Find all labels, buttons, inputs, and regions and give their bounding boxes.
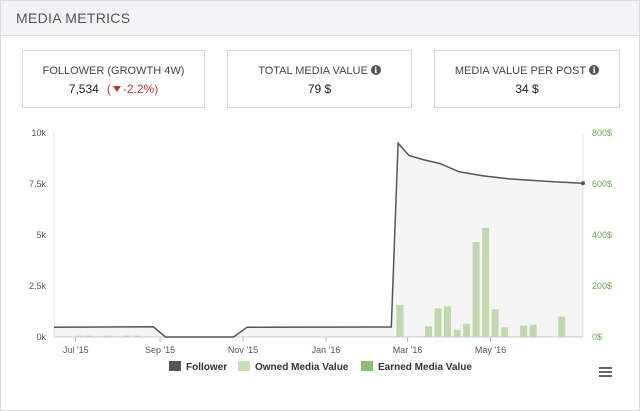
media-value-per-post-card: MEDIA VALUE PER POST i 34 $: [434, 50, 620, 108]
owned-media-bar: [75, 335, 83, 337]
follower-line: [53, 141, 584, 338]
follower-area: [54, 143, 583, 337]
owned-media-bar: [453, 329, 461, 337]
owned-media-bar: [434, 308, 442, 337]
y-right-tick-label: 200$: [592, 281, 612, 291]
y-right-tick-label: 0$: [592, 332, 602, 342]
owned-media-bar: [520, 325, 528, 337]
legend-earned-media-value-label: Earned Media Value: [378, 362, 472, 373]
media-metrics-chart: 0k 2.5k 5k 7.5k 10k 0$ 200$ 400$ 600$ 800$ Jul '15…: [29, 128, 612, 373]
owned-media-bar: [132, 335, 140, 337]
legend-follower-label: Follower: [186, 362, 227, 373]
growth-value: -2.2%: [122, 82, 155, 96]
total-media-value-card: TOTAL MEDIA VALUE i 79 $: [227, 50, 412, 108]
owned-media-bar: [396, 305, 404, 337]
y-left-tick-label: 5k: [36, 230, 46, 240]
total-media-value: 79 $: [307, 82, 332, 96]
x-tick-label: Sep '15: [145, 345, 175, 355]
hamburger-menu-icon[interactable]: [599, 367, 612, 379]
owned-media-bar: [424, 326, 432, 337]
owned-media-bar: [104, 335, 112, 337]
owned-media-bar: [491, 309, 499, 337]
x-tick-label: Mar '16: [393, 345, 423, 355]
info-icon[interactable]: i: [370, 65, 381, 75]
owned-media-bar: [529, 324, 537, 337]
legend-earned-media-value-swatch: [361, 361, 373, 371]
y-left-tick-label: 7.5k: [29, 179, 47, 189]
y-left-tick-label: 0k: [36, 332, 46, 342]
y-left-tick-label: 10k: [31, 128, 46, 138]
media-value-per-post-label: MEDIA VALUE PER POST: [454, 65, 587, 77]
y-left-tick-label: 2.5k: [29, 281, 47, 291]
legend-owned-media-value-swatch: [238, 361, 250, 371]
media-value-per-post: 34 $: [515, 82, 539, 96]
x-tick-label: May '16: [475, 345, 506, 355]
owned-media-bar: [123, 335, 131, 337]
owned-media-bar: [472, 242, 480, 337]
follower-stat-label: FOLLOWER (GROWTH 4W): [42, 65, 185, 77]
total-media-value-label-row: TOTAL MEDIA VALUE i: [228, 65, 411, 77]
legend-follower-swatch: [169, 361, 181, 371]
panel-title: MEDIA METRICS: [16, 10, 131, 26]
follower-stat-card: FOLLOWER (GROWTH 4W) 7,534 (-2.2%): [22, 50, 205, 108]
owned-media-bar: [444, 306, 452, 337]
panel-header: MEDIA METRICS: [1, 1, 639, 36]
x-tick-label: Jan '16: [312, 345, 341, 355]
info-icon[interactable]: i: [589, 65, 600, 75]
y-right-tick-label: 600$: [592, 179, 612, 189]
growth-badge: (-2.2%): [106, 82, 159, 96]
y-right-tick-label: 800$: [592, 128, 612, 138]
owned-media-bar: [501, 327, 509, 337]
x-tick-label: Nov '15: [228, 345, 258, 355]
follower-count: 7,534: [68, 82, 99, 96]
owned-media-bar: [84, 335, 92, 337]
x-tick-label: Jul '15: [63, 345, 89, 355]
owned-media-bar: [463, 323, 471, 337]
caret-down-icon: [112, 86, 121, 92]
follower-stat-value-row: 7,534 (-2.2%): [23, 82, 204, 96]
legend-owned-media-value-label: Owned Media Value: [255, 362, 349, 373]
total-media-value-label: TOTAL MEDIA VALUE: [258, 65, 368, 77]
owned-media-bar: [482, 227, 490, 337]
follower-last-point: [581, 181, 585, 186]
owned-media-bar: [558, 316, 566, 337]
media-value-per-post-label-row: MEDIA VALUE PER POST i: [435, 65, 619, 77]
y-right-tick-label: 400$: [592, 230, 612, 240]
